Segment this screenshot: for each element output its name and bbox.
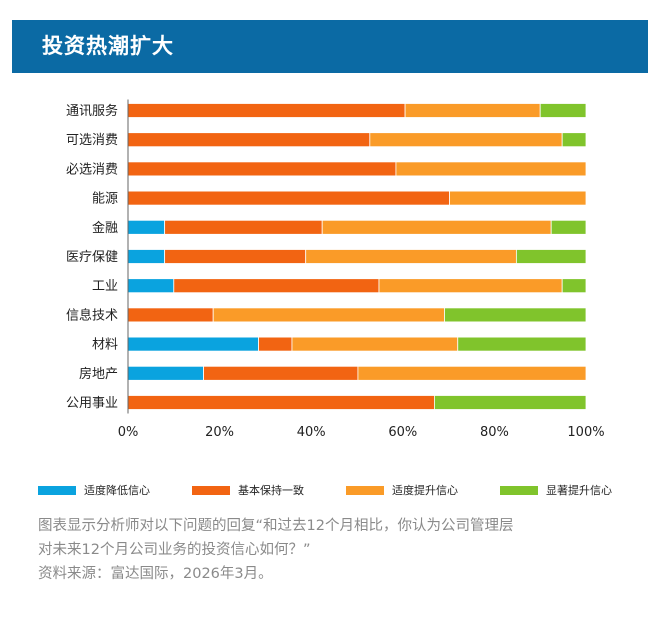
header-bar [12,20,648,73]
bar-segment [539,103,587,118]
bar-segment [305,249,517,264]
bar-segment [561,278,587,294]
legend-item: 基本保持一致 [192,482,304,498]
legend-item: 显著提升信心 [500,482,612,498]
category-label: 房地产 [79,366,118,382]
category-label: 工业 [92,279,118,294]
chart-title: 投资热潮扩大 [42,34,174,58]
legend-label: 显著提升信心 [546,484,612,497]
bar-segment [127,132,371,148]
bar-segment [291,336,459,352]
legend-swatch [500,485,538,495]
bar-segment [357,365,587,381]
x-tick-label: 100% [567,425,604,440]
legend-label: 适度提升信心 [392,484,458,497]
x-tick-label: 60% [388,425,417,440]
category-label: 通讯服务 [66,103,118,119]
x-tick-label: 80% [480,425,509,440]
bar-segment [203,365,359,381]
bar-segment [457,336,587,352]
legend-label: 基本保持一致 [238,484,304,497]
category-label: 必选消费 [66,162,118,177]
legend-label: 适度降低信心 [84,484,150,497]
x-tick-label: 0% [118,425,139,440]
bar-segment [369,132,563,148]
legend-swatch [346,485,384,495]
bar-segment [127,161,397,177]
category-label: 材料 [92,338,118,353]
bar-segment [127,278,175,294]
bar-segment [434,395,587,410]
bar-segment [515,249,587,264]
bar-segment [449,190,587,206]
bar-segment [212,307,445,323]
bar-segment [127,365,204,381]
category-label: 金融 [92,220,118,236]
bar-segment [444,307,587,323]
category-label: 医疗保健 [66,250,118,265]
bar-segment [164,219,323,235]
x-tick-label: 20% [205,425,234,440]
category-label: 信息技术 [66,307,118,323]
legend-swatch [38,485,76,495]
bar-segment [378,278,563,294]
note-line-2: 对未来12个月公司业务的投资信心如何？” [38,542,311,558]
category-label: 公用事业 [66,396,118,411]
bar-segment [127,395,435,410]
bar-segment [404,103,541,118]
category-label: 可选消费 [66,133,118,148]
legend: 适度降低信心 基本保持一致 适度提升信心 显著提升信心 [0,482,661,500]
bar-segment [127,190,450,206]
bar-segment [258,336,293,352]
bar-segment [321,219,552,235]
bar-segment [395,161,587,177]
bar-segment [173,278,380,294]
bar-segment [164,249,307,264]
category-label: 能源 [92,192,118,207]
x-tick-label: 40% [297,425,326,440]
bar-segment [127,336,259,352]
legend-item: 适度降低信心 [38,482,150,498]
bar-segment [127,307,214,323]
bar-segment [127,103,406,118]
note-line-1: 图表显示分析师对以下问题的回复“和过去12个月相比，你认为公司管理层 [38,518,514,534]
legend-item: 适度提升信心 [346,482,458,498]
note-line-3: 资料来源：富达国际，2026年3月。 [38,566,273,582]
bar-segment [127,249,166,264]
bar-segment [127,219,166,235]
bar-segment [561,132,587,148]
chart-note: 图表显示分析师对以下问题的回复“和过去12个月相比，你认为公司管理层 对未来12… [38,514,638,586]
bar-segment [550,219,587,235]
legend-swatch [192,485,230,495]
